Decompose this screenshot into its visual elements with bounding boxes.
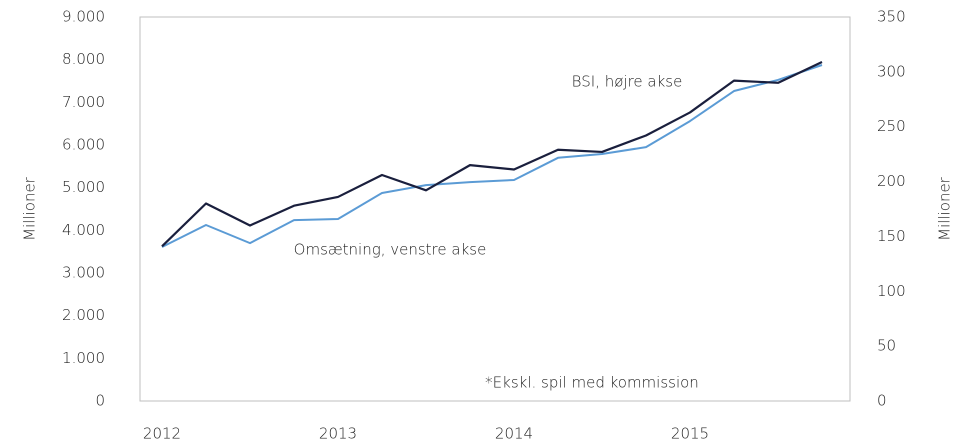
y2-tick-label: 350 — [877, 8, 906, 26]
x-tick-label: 2013 — [319, 425, 357, 442]
y2-tick-label: 250 — [877, 117, 906, 135]
x-tick-label: 2015 — [671, 425, 709, 442]
series-line — [161, 60, 823, 248]
y-tick-label: 4.000 — [62, 221, 105, 239]
y2-tick-label: 50 — [877, 337, 896, 355]
y2-tick-label: 300 — [877, 62, 906, 80]
y2-tick-label: 200 — [877, 172, 906, 190]
y-tick-label: 0 — [95, 392, 105, 410]
y2-tick-label: 0 — [877, 392, 887, 410]
y-axis-label: Millioner — [21, 176, 39, 241]
y2-tick-label: 100 — [877, 282, 906, 300]
y-tick-label: 8.000 — [62, 50, 105, 68]
series-line — [161, 64, 823, 248]
y-tick-label: 7.000 — [62, 93, 105, 111]
annotation: *Ekskl. spil med kommission — [485, 374, 699, 392]
y-tick-label: 1.000 — [62, 349, 105, 367]
plot-frame — [139, 16, 851, 402]
y-tick-label: 9.000 — [62, 8, 105, 26]
y-tick-label: 3.000 — [62, 264, 105, 282]
y-tick-label: 6.000 — [62, 136, 105, 154]
y2-axis-label: Millioner — [936, 176, 954, 241]
x-tick-label: 2014 — [495, 425, 533, 442]
x-tick-label: 2012 — [143, 425, 181, 442]
y-tick-label: 5.000 — [62, 178, 105, 196]
series-label: Omsætning, venstre akse — [294, 241, 487, 259]
y2-tick-label: 150 — [877, 227, 906, 245]
series-label: BSI, højre akse — [572, 73, 683, 91]
y-tick-label: 2.000 — [62, 306, 105, 324]
